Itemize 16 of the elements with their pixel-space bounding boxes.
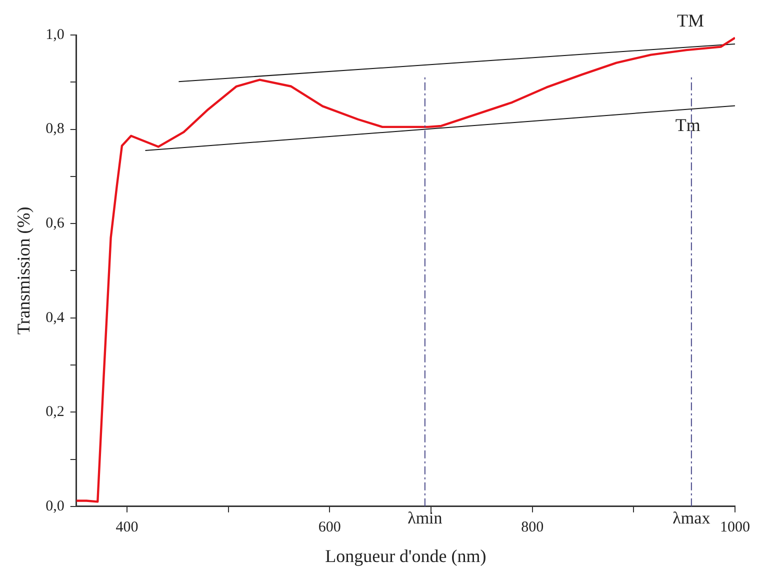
ref-line-label: λmax bbox=[672, 508, 711, 528]
ref-line-label: λmin bbox=[408, 508, 443, 528]
y-tick-label: 0,4 bbox=[46, 310, 65, 326]
x-axis-title: Longueur d'onde (nm) bbox=[325, 546, 486, 566]
x-tick-label: 800 bbox=[521, 519, 544, 536]
y-axis-title: Transmission (%) bbox=[14, 206, 34, 335]
x-tick-label: 400 bbox=[116, 519, 138, 536]
x-tick-label: 1000 bbox=[720, 519, 750, 536]
series-label: TM bbox=[676, 10, 704, 31]
x-tick-label: 600 bbox=[318, 519, 341, 536]
y-tick-label: 0,6 bbox=[46, 215, 65, 232]
series-label: Tm bbox=[675, 115, 700, 136]
y-tick-label: 0,0 bbox=[46, 498, 64, 514]
y-tick-label: 1,0 bbox=[46, 26, 64, 43]
y-tick-label: 0,2 bbox=[46, 404, 64, 420]
y-tick-label: 0,8 bbox=[46, 121, 64, 138]
